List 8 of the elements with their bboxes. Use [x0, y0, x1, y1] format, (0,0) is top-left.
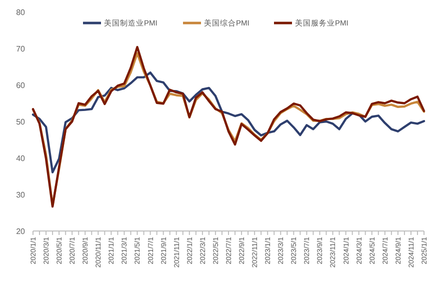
y-tick-label: 40	[16, 154, 26, 163]
y-tick-label: 60	[16, 80, 26, 90]
y-tick-label: 80	[16, 8, 26, 17]
y-tick-label: 30	[16, 190, 26, 200]
line-series	[32, 71, 426, 174]
y-tick-label: 70	[16, 44, 26, 54]
y-tick-label: 20	[16, 226, 26, 236]
y-tick-label: 50	[16, 117, 26, 126]
